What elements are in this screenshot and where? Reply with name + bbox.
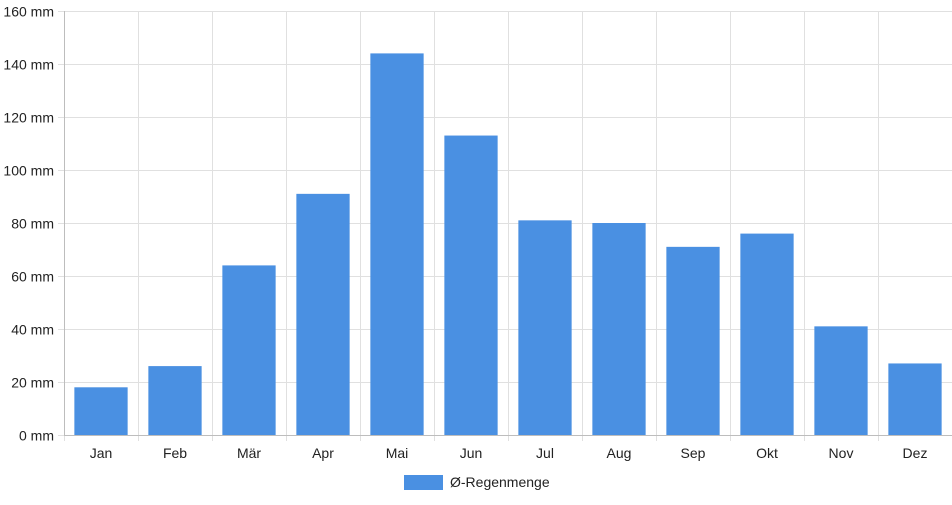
x-tick-label: Nov <box>829 445 854 461</box>
grid <box>58 11 952 441</box>
x-tick-label: Okt <box>756 445 778 461</box>
x-tick-label: Dez <box>903 445 928 461</box>
bar-okt[interactable] <box>740 233 794 435</box>
bar-dez[interactable] <box>888 363 942 435</box>
y-tick-label: 40 mm <box>11 322 54 338</box>
y-tick-label: 0 mm <box>19 428 54 444</box>
x-tick-label: Sep <box>681 445 706 461</box>
y-tick-label: 60 mm <box>11 269 54 285</box>
bar-sep[interactable] <box>666 246 720 435</box>
bar-jul[interactable] <box>518 220 572 435</box>
x-tick-label: Mai <box>386 445 409 461</box>
bar-jun[interactable] <box>444 135 498 436</box>
axes: 0 mm 20 mm 40 mm 60 mm 80 mm 100 mm 120 mm 140 … <box>3 4 952 461</box>
bars <box>74 53 942 436</box>
y-tick-label: 120 mm <box>3 110 54 126</box>
legend-swatch <box>404 475 443 490</box>
bar-mai[interactable] <box>370 53 424 436</box>
y-tick-label: 20 mm <box>11 375 54 391</box>
bar-feb[interactable] <box>148 366 202 435</box>
bar-jan[interactable] <box>74 387 128 435</box>
bar-apr[interactable] <box>296 193 350 435</box>
y-tick-label: 80 mm <box>11 216 54 232</box>
x-tick-label: Jan <box>90 445 113 461</box>
x-tick-label: Apr <box>312 445 334 461</box>
x-tick-label: Feb <box>163 445 187 461</box>
legend[interactable]: Ø-Regenmenge <box>404 474 550 490</box>
x-tick-label: Jun <box>460 445 483 461</box>
bar-nov[interactable] <box>814 326 868 435</box>
bar-aug[interactable] <box>592 223 646 435</box>
bar-mär[interactable] <box>222 265 276 435</box>
x-tick-label: Aug <box>607 445 632 461</box>
x-tick-label: Mär <box>237 445 261 461</box>
y-tick-label: 100 mm <box>3 163 54 179</box>
legend-label: Ø-Regenmenge <box>450 474 550 490</box>
y-tick-label: 160 mm <box>3 4 54 20</box>
y-tick-label: 140 mm <box>3 57 54 73</box>
x-tick-label: Jul <box>536 445 554 461</box>
